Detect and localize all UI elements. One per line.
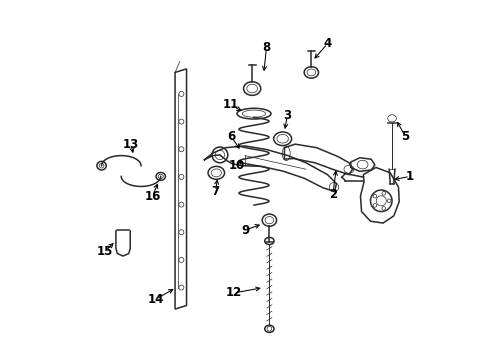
- Text: 12: 12: [225, 287, 242, 300]
- Text: 4: 4: [323, 37, 332, 50]
- Text: 11: 11: [222, 98, 239, 111]
- Text: 2: 2: [329, 188, 337, 201]
- Text: 16: 16: [144, 190, 161, 203]
- Text: 8: 8: [262, 41, 270, 54]
- Text: 13: 13: [123, 138, 139, 150]
- Text: 15: 15: [96, 245, 113, 258]
- Text: 7: 7: [212, 185, 220, 198]
- Text: 14: 14: [148, 293, 164, 306]
- Text: 1: 1: [406, 170, 414, 183]
- Text: 6: 6: [227, 130, 236, 144]
- Text: 5: 5: [401, 130, 410, 144]
- Text: 3: 3: [283, 109, 292, 122]
- Text: 10: 10: [228, 159, 245, 172]
- Text: 9: 9: [241, 224, 249, 237]
